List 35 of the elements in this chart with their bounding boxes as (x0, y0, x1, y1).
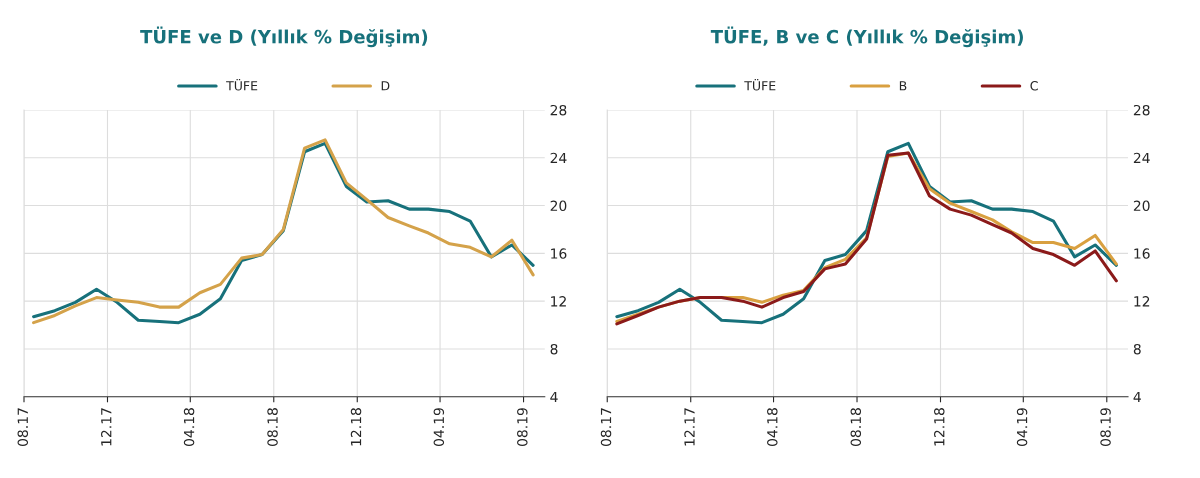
x-tick-label: 04.18 (183, 408, 195, 446)
x-tick-label: 08.18 (850, 408, 862, 446)
y-tick-label: 20 (550, 200, 567, 212)
y-tick-label: 20 (1133, 200, 1150, 212)
x-tick-label: 12.17 (101, 408, 112, 446)
x-tick-label: 12.17 (684, 408, 695, 446)
y-tick-label: 12 (1134, 296, 1150, 307)
x-tick-label: 04.19 (433, 408, 445, 446)
legend-label: TÜFE (226, 78, 258, 91)
y-tick-label: 28 (550, 104, 567, 116)
y-tick-label: 24 (550, 152, 567, 164)
y-tick-label: 28 (1133, 104, 1150, 116)
x-tick-label: 04.19 (1016, 408, 1028, 446)
x-tick-label: 08.18 (267, 408, 278, 446)
y-tick-label: 16 (551, 248, 567, 259)
x-tick-label: 08.17 (17, 408, 29, 446)
x-tick-label: 08.19 (1100, 408, 1111, 446)
x-tick-label: 12.18 (350, 408, 362, 446)
y-tick-label: 8 (550, 343, 558, 355)
y-tick-label: 24 (1133, 152, 1150, 164)
legend-label: D (381, 81, 390, 91)
y-tick-label: 16 (1134, 248, 1150, 259)
x-tick-label: 12.18 (934, 408, 945, 446)
chart-title: TÜFE, B ve C (Yıllık % Değişim) (710, 26, 1023, 48)
y-tick-label: 4 (1133, 391, 1141, 403)
legend-label: TÜFE (744, 78, 776, 91)
y-tick-label: 12 (551, 296, 566, 307)
legend-label: B (899, 81, 907, 91)
chart-title: TÜFE ve D (Yıllık % Değişim) (140, 26, 428, 48)
y-tick-label: 4 (550, 391, 558, 403)
x-tick-label: 04.18 (767, 408, 778, 446)
x-tick-label: 08.17 (600, 408, 612, 446)
y-tick-label: 8 (1133, 343, 1141, 355)
x-tick-label: 08.19 (517, 408, 528, 446)
legend-label: C (1030, 81, 1038, 91)
